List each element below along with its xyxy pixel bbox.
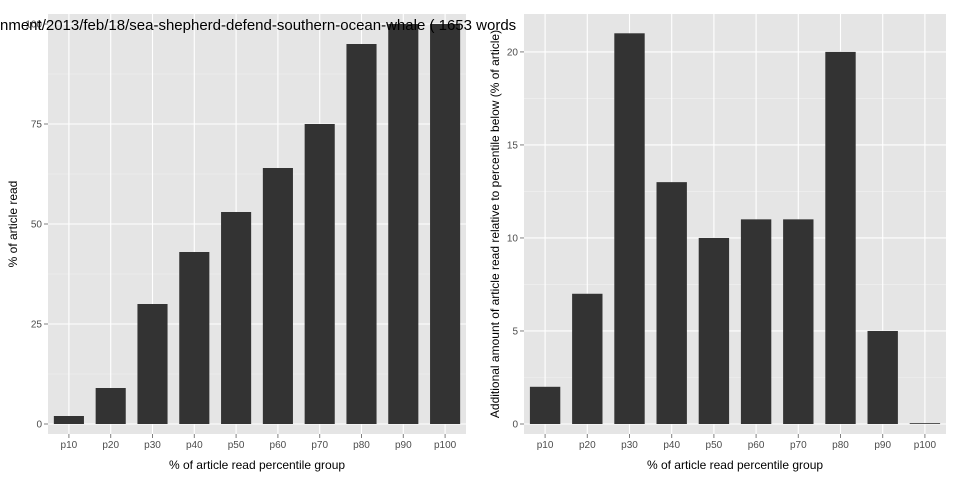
bar xyxy=(867,330,898,424)
chart-title: nment/2013/feb/18/sea-shepherd-defend-so… xyxy=(0,17,516,34)
x-tick-label: p70 xyxy=(790,440,807,451)
bar xyxy=(698,237,730,424)
x-tick-label: p90 xyxy=(874,440,891,451)
bar xyxy=(53,416,84,424)
bar xyxy=(909,423,941,424)
bar xyxy=(430,24,461,424)
x-tick-label: p60 xyxy=(270,440,287,451)
x-axis-title: % of article read percentile group xyxy=(169,458,345,472)
x-tick-label: p20 xyxy=(102,440,119,451)
x-tick-label: p50 xyxy=(228,440,245,451)
bar xyxy=(825,51,856,424)
x-tick-label: p10 xyxy=(61,440,78,451)
x-tick-label: p30 xyxy=(144,440,161,451)
x-tick-label: p90 xyxy=(395,440,412,451)
bar xyxy=(95,388,126,424)
y-tick-label: 25 xyxy=(31,320,43,331)
x-tick-label: p60 xyxy=(748,440,765,451)
bar xyxy=(221,212,252,424)
y-tick-label: 0 xyxy=(36,420,42,431)
bar xyxy=(388,24,419,424)
bar xyxy=(529,386,561,424)
x-tick-label: p40 xyxy=(663,440,680,451)
bar xyxy=(137,304,168,424)
bar xyxy=(179,252,210,424)
y-axis-title: % of article read xyxy=(6,181,20,268)
x-tick-label: p80 xyxy=(353,440,370,451)
y-tick-label: 15 xyxy=(507,140,519,151)
bar xyxy=(572,293,603,424)
x-tick-label: p10 xyxy=(537,440,554,451)
y-tick-label: 75 xyxy=(31,120,43,131)
right-chart: 0 5 10 15 20 p10 p20 p30 p40 p50 p60 p70 p80 p90 p100%… xyxy=(488,14,946,472)
y-tick-label: 100 xyxy=(25,20,42,31)
bar xyxy=(614,33,645,424)
y-tick-label: 5 xyxy=(512,326,518,337)
x-tick-label: p30 xyxy=(621,440,638,451)
bar xyxy=(262,168,293,424)
bar xyxy=(346,44,377,424)
x-tick-label: p20 xyxy=(579,440,596,451)
y-tick-label: 50 xyxy=(31,220,43,231)
x-tick-label: p100 xyxy=(434,440,457,451)
y-tick-label: 20 xyxy=(507,47,519,58)
x-tick-label: p100 xyxy=(914,440,937,451)
x-tick-label: p50 xyxy=(706,440,723,451)
bar xyxy=(783,219,814,424)
bar xyxy=(656,182,687,424)
bar xyxy=(304,124,335,424)
x-tick-label: p80 xyxy=(832,440,849,451)
y-tick-label: 0 xyxy=(512,420,518,431)
y-tick-label: 10 xyxy=(507,233,519,244)
x-tick-label: p70 xyxy=(311,440,328,451)
y-axis-title: Additional amount of article read relati… xyxy=(488,30,502,418)
x-axis-title: % of article read percentile group xyxy=(647,458,823,472)
x-tick-label: p40 xyxy=(186,440,203,451)
bar xyxy=(740,219,772,424)
